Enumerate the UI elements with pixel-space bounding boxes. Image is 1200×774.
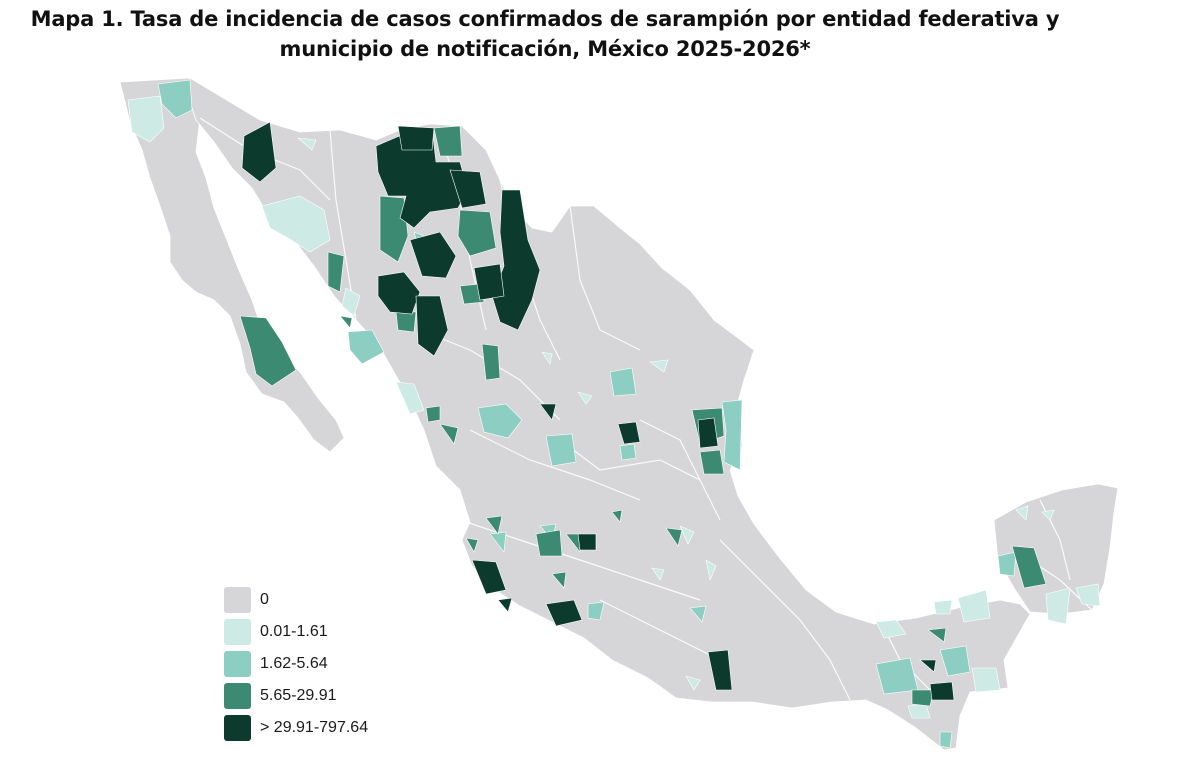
legend-swatch-low: [224, 651, 251, 677]
legend-label: 1.62-5.64: [260, 655, 328, 672]
legend-swatch-zero: [224, 587, 251, 613]
legend-label: 0: [260, 591, 269, 608]
legend-item: 5.65-29.91: [224, 680, 368, 712]
legend-item: 0.01-1.61: [224, 616, 368, 648]
legend-label: > 29.91-797.64: [260, 719, 369, 736]
map-legend: 0 0.01-1.61 1.62-5.64 5.65-29.91 > 29.91…: [224, 584, 368, 744]
legend-swatch-high: [224, 715, 251, 741]
map-title-line-1: Mapa 1. Tasa de incidencia de casos conf…: [30, 7, 1060, 31]
legend-swatch-lowest: [224, 619, 251, 645]
map-title-line-2: municipio de notificación, México 2025-2…: [279, 37, 811, 61]
category-0-01-1-61: [127, 95, 1101, 719]
legend-label: 0.01-1.61: [260, 623, 328, 640]
category-29-91-797-64: [241, 121, 955, 701]
baja-california-peninsula: [119, 77, 345, 453]
category-5-65-29-91: [239, 125, 1047, 707]
map-title: Mapa 1. Tasa de incidencia de casos conf…: [0, 4, 1090, 64]
legend-item: 0: [224, 584, 368, 616]
legend-label: 5.65-29.91: [260, 687, 337, 704]
legend-item: 1.62-5.64: [224, 648, 368, 680]
legend-item: > 29.91-797.64: [224, 712, 368, 744]
legend-swatch-medium: [224, 683, 251, 709]
